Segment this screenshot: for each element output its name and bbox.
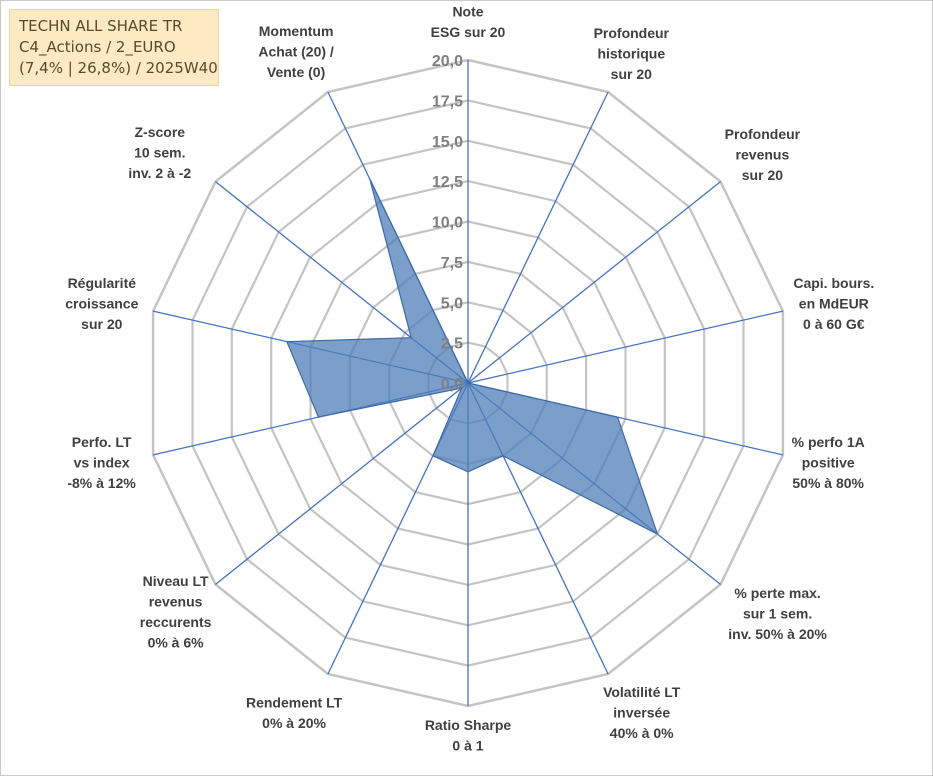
axis-spoke	[467, 310, 784, 384]
tick-label: 5,0	[441, 295, 463, 312]
axis-label: Profondeur historique sur 20	[594, 25, 670, 82]
axis-label-line: sur 20	[742, 167, 783, 183]
axis-label-line: ESG sur 20	[431, 24, 506, 40]
axis-label: Rendement LT 0% à 20%	[246, 694, 343, 731]
axis-label-line: % perte max.	[734, 585, 820, 601]
axis-label-line: sur 20	[611, 66, 652, 82]
axis-label: % perte max. sur 1 sem. inv. 50% à 20%	[728, 585, 827, 642]
info-title: TECHN ALL SHARE TR	[19, 17, 183, 35]
axis-label-line: 0% à 20%	[262, 715, 326, 731]
axis-label-line: Z-score	[135, 124, 186, 140]
axis-label-line: reccurents	[140, 614, 212, 630]
axis-label-line: Rendement LT	[246, 694, 343, 710]
axis-label-line: 50% à 80%	[792, 475, 864, 491]
axis-label-line: Vente (0)	[267, 64, 325, 80]
axis-label-line: vs index	[74, 454, 130, 470]
axis-label-line: % perfo 1A	[792, 434, 865, 450]
tick-label: 17,5	[432, 93, 463, 110]
tick-label: 0,0	[441, 376, 463, 393]
info-category: C4_Actions / 2_EURO	[19, 38, 176, 56]
axis-label-line: Achat (20) /	[258, 43, 334, 59]
axis-label: Capi. bours. en MdEUR 0 à 60 G€	[793, 275, 874, 332]
axis-label-line: 10 sem.	[134, 144, 185, 160]
axis-label-line: croissance	[65, 296, 138, 312]
axis-label-line: positive	[802, 454, 855, 470]
axis-label: Momentum Achat (20) / Vente (0)	[258, 23, 334, 80]
axis-label-line: inversée	[613, 705, 670, 721]
axis-label-line: inv. 2 à -2	[128, 165, 191, 181]
axis-label-line: Ratio Sharpe	[425, 717, 512, 733]
series-area	[286, 179, 659, 536]
tick-label: 2,5	[441, 336, 463, 353]
axis-label: % perfo 1A positive 50% à 80%	[792, 434, 865, 491]
info-stats: (7,4% | 26,8%) / 2025W40	[19, 59, 218, 77]
axis-label-line: Capi. bours.	[793, 275, 874, 291]
axis-label-line: Profondeur	[725, 126, 801, 142]
axis-label-line: Volatilité LT	[603, 684, 681, 700]
tick-label: 20,0	[432, 53, 463, 70]
axis-spoke	[467, 91, 609, 384]
axis-label: Volatilité LT inversée 40% à 0%	[603, 684, 681, 741]
axis-label: Perfo. LT vs index -8% à 12%	[67, 434, 136, 491]
axis-label-line: inv. 50% à 20%	[728, 626, 827, 642]
axis-label-line: 0 à 60 G€	[803, 316, 865, 332]
axis-label: Z-score 10 sem. inv. 2 à -2	[128, 124, 191, 181]
axis-label: Niveau LT revenus reccurents 0% à 6%	[140, 573, 212, 651]
axis-label-line: Régularité	[68, 275, 137, 291]
tick-label: 10,0	[432, 215, 463, 232]
axis-spoke	[467, 181, 721, 384]
axis-label-line: Note	[452, 4, 483, 20]
tick-labels: 0,0 2,5 5,0 7,5 10,0 12,5 15,0 17,5 20,0	[432, 53, 463, 393]
axis-spoke	[215, 382, 469, 585]
axis-label-line: sur 1 sem.	[743, 606, 812, 622]
axis-label: Note ESG sur 20	[431, 4, 506, 41]
axis-label-line: Momentum	[259, 23, 334, 39]
axis-label-line: revenus	[736, 146, 790, 162]
axis-label-line: Perfo. LT	[72, 434, 132, 450]
axis-label: Régularité croissance sur 20	[65, 275, 138, 332]
info-box: TECHN ALL SHARE TR C4_Actions / 2_EURO (…	[9, 9, 219, 86]
axis-label-line: sur 20	[81, 316, 122, 332]
axis-label-line: Profondeur	[594, 25, 670, 41]
axis-label-line: -8% à 12%	[67, 475, 136, 491]
axis-label-line: Niveau LT	[143, 573, 209, 589]
tick-label: 7,5	[441, 255, 463, 272]
axis-label-line: 0% à 6%	[148, 634, 205, 650]
axis-labels: Note ESG sur 20 Profondeur historique sur 20…	[65, 4, 874, 754]
axis-label: Ratio Sharpe 0 à 1	[425, 717, 512, 754]
axis-label-line: 0 à 1	[452, 738, 483, 754]
axis-label-line: revenus	[149, 593, 203, 609]
tick-label: 12,5	[432, 174, 463, 191]
axis-label-line: 40% à 0%	[610, 725, 674, 741]
tick-label: 15,0	[432, 134, 463, 151]
axis-label: Profondeur revenus sur 20	[725, 126, 801, 183]
axis-label-line: historique	[597, 45, 665, 61]
axis-label-line: en MdEUR	[799, 296, 869, 312]
series-polygon	[286, 179, 659, 536]
